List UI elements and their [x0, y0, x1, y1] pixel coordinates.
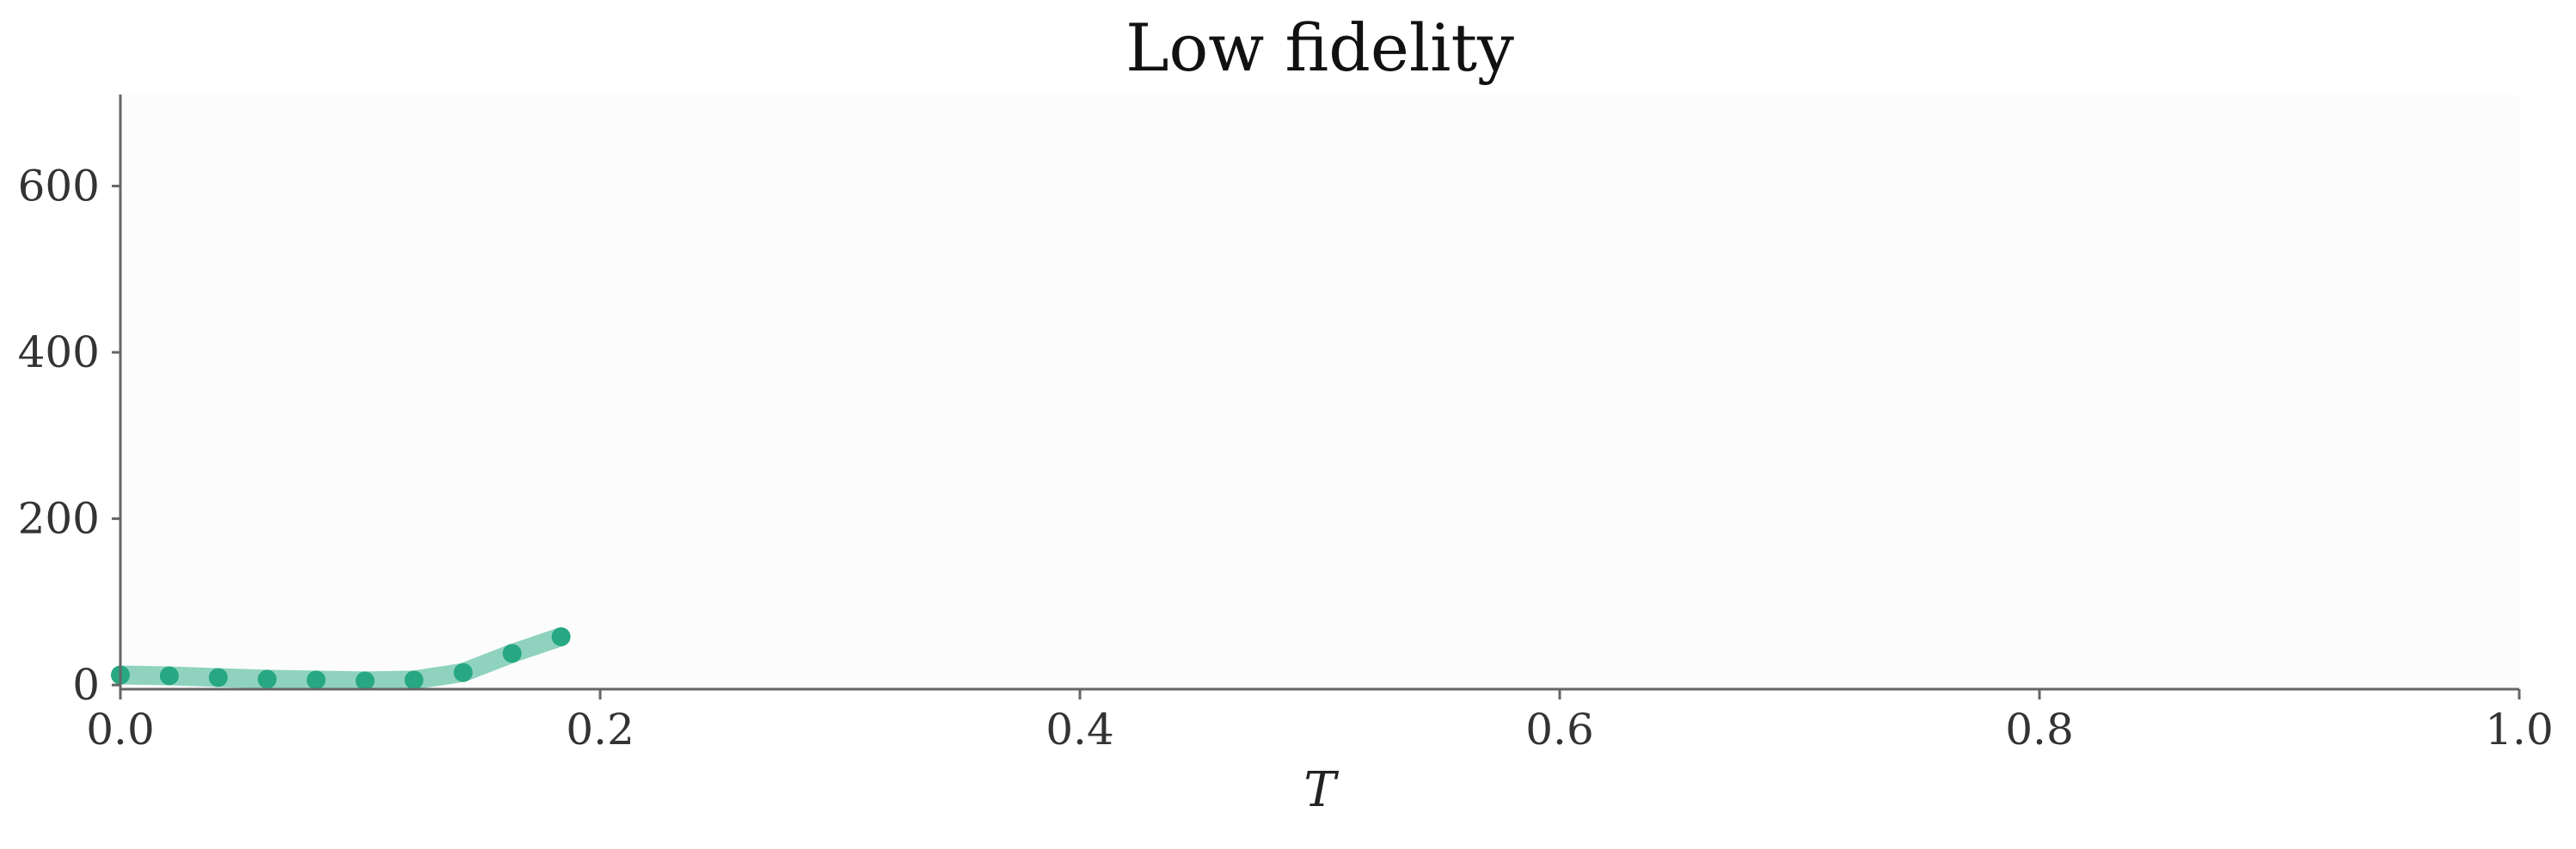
y-tick-label: 0: [72, 660, 100, 710]
data-point: [257, 669, 277, 689]
data-point: [306, 670, 326, 690]
x-tick-label: 0.8: [2005, 705, 2074, 754]
data-point: [208, 668, 228, 687]
data-point: [551, 627, 571, 647]
series-line: [111, 627, 571, 691]
data-point: [502, 644, 522, 663]
series-layer: [111, 627, 571, 691]
data-point: [159, 666, 179, 686]
x-tick-label: 0.0: [86, 705, 155, 754]
y-tick-label: 600: [18, 161, 100, 211]
data-point: [453, 663, 473, 682]
y-tick-label: 200: [18, 494, 100, 544]
x-tick-label: 1.0: [2485, 705, 2554, 754]
y-tick-label: 400: [18, 327, 100, 377]
x-tick-label: 0.4: [1046, 705, 1114, 754]
y-axis-ticks: 0 200 400 600: [18, 161, 120, 710]
chart-title: Low fidelity: [1125, 9, 1514, 86]
x-axis-label: T: [1303, 762, 1339, 818]
x-tick-label: 0.2: [566, 705, 635, 754]
x-axis-ticks: 0.0 0.2 0.4 0.6 0.8 1.0: [86, 689, 2554, 754]
plot-background: [120, 95, 2519, 689]
data-point: [404, 670, 424, 690]
data-point: [355, 671, 375, 691]
x-tick-label: 0.6: [1525, 705, 1594, 754]
